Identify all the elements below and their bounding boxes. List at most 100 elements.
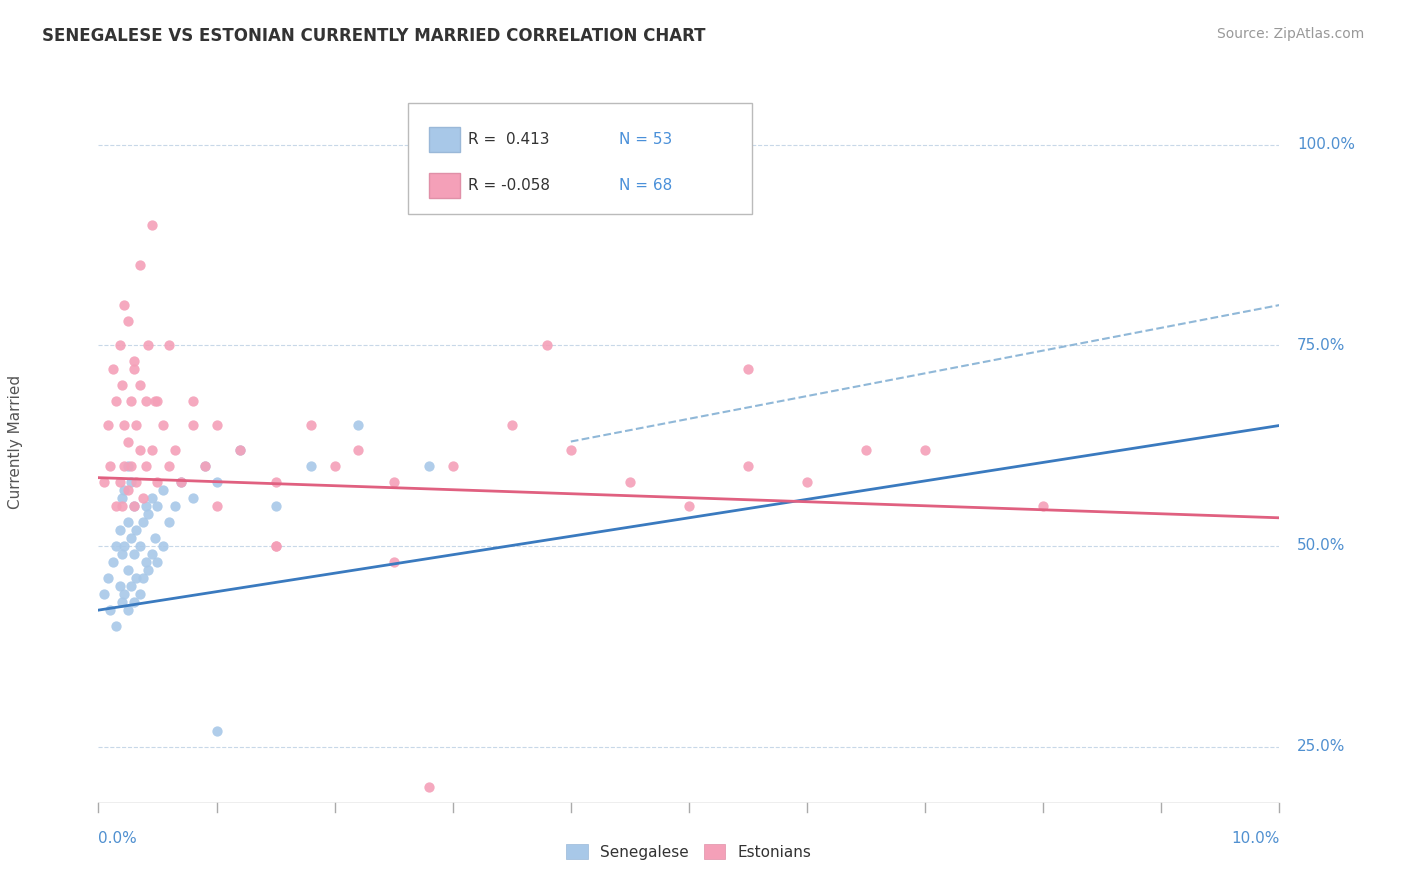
Text: 100.0%: 100.0% bbox=[1298, 137, 1355, 152]
Text: N = 53: N = 53 bbox=[619, 132, 672, 146]
Text: SENEGALESE VS ESTONIAN CURRENTLY MARRIED CORRELATION CHART: SENEGALESE VS ESTONIAN CURRENTLY MARRIED… bbox=[42, 27, 706, 45]
Point bbox=[536, 338, 558, 352]
Point bbox=[136, 507, 159, 521]
Point bbox=[125, 418, 148, 433]
Text: 10.0%: 10.0% bbox=[1232, 831, 1279, 846]
Point bbox=[117, 563, 139, 577]
Point bbox=[678, 499, 700, 513]
Point bbox=[165, 442, 187, 457]
Point bbox=[323, 458, 346, 473]
Text: 75.0%: 75.0% bbox=[1298, 338, 1346, 352]
Point bbox=[128, 378, 150, 392]
Point bbox=[97, 418, 120, 433]
Point bbox=[122, 595, 145, 609]
Point bbox=[128, 587, 150, 601]
Point bbox=[111, 378, 134, 392]
Point bbox=[121, 458, 143, 473]
Point bbox=[117, 434, 139, 449]
Point bbox=[194, 458, 217, 473]
Text: 0.0%: 0.0% bbox=[98, 831, 138, 846]
Point bbox=[170, 475, 193, 489]
Point bbox=[418, 458, 440, 473]
Point bbox=[205, 475, 228, 489]
Point bbox=[135, 499, 157, 513]
Point bbox=[146, 555, 169, 569]
Point bbox=[101, 555, 124, 569]
Point bbox=[914, 442, 936, 457]
Point bbox=[146, 475, 169, 489]
Point bbox=[382, 555, 405, 569]
Point bbox=[165, 499, 187, 513]
Point bbox=[737, 362, 759, 376]
Point bbox=[1091, 844, 1114, 858]
Point bbox=[122, 547, 145, 561]
Point bbox=[111, 595, 134, 609]
Point bbox=[128, 442, 150, 457]
Point bbox=[135, 555, 157, 569]
Point bbox=[796, 475, 818, 489]
Point bbox=[108, 475, 131, 489]
Text: R = -0.058: R = -0.058 bbox=[468, 178, 550, 193]
Point bbox=[135, 458, 157, 473]
Point bbox=[141, 491, 163, 505]
Point bbox=[501, 418, 523, 433]
Point bbox=[117, 515, 139, 529]
Point bbox=[105, 499, 128, 513]
Point bbox=[418, 780, 440, 794]
Point bbox=[229, 442, 252, 457]
Point bbox=[181, 491, 204, 505]
Point bbox=[122, 499, 145, 513]
Point bbox=[128, 258, 150, 272]
Text: R =  0.413: R = 0.413 bbox=[468, 132, 550, 146]
Point bbox=[229, 442, 252, 457]
Point bbox=[93, 587, 115, 601]
Point bbox=[132, 571, 155, 585]
Point bbox=[141, 547, 163, 561]
Point bbox=[122, 354, 145, 368]
Point bbox=[112, 298, 135, 312]
Point bbox=[181, 418, 204, 433]
Point bbox=[146, 394, 169, 409]
Point bbox=[97, 571, 120, 585]
Point bbox=[143, 394, 166, 409]
Point bbox=[122, 362, 145, 376]
Point bbox=[152, 418, 174, 433]
Point bbox=[98, 603, 121, 617]
Point bbox=[264, 539, 287, 553]
Point bbox=[117, 314, 139, 328]
Point bbox=[112, 539, 135, 553]
Point bbox=[146, 499, 169, 513]
Point bbox=[560, 442, 582, 457]
Point bbox=[1032, 499, 1054, 513]
Point bbox=[105, 539, 128, 553]
Point bbox=[117, 603, 139, 617]
Text: N = 68: N = 68 bbox=[619, 178, 672, 193]
Point bbox=[111, 547, 134, 561]
Point bbox=[117, 458, 139, 473]
Text: 25.0%: 25.0% bbox=[1298, 739, 1346, 754]
Point bbox=[121, 394, 143, 409]
Point bbox=[105, 619, 128, 633]
Point bbox=[205, 418, 228, 433]
Point bbox=[121, 475, 143, 489]
Point bbox=[157, 458, 180, 473]
Point bbox=[170, 475, 193, 489]
Point bbox=[122, 499, 145, 513]
Point bbox=[108, 338, 131, 352]
Point bbox=[264, 539, 287, 553]
Point bbox=[157, 338, 180, 352]
Point bbox=[121, 531, 143, 545]
Point bbox=[205, 723, 228, 738]
Point bbox=[105, 394, 128, 409]
Point bbox=[347, 442, 370, 457]
Text: Currently Married: Currently Married bbox=[8, 375, 24, 508]
Point bbox=[299, 458, 322, 473]
Point bbox=[125, 523, 148, 537]
Point bbox=[141, 218, 163, 232]
Point bbox=[141, 442, 163, 457]
Point bbox=[128, 539, 150, 553]
Point bbox=[132, 515, 155, 529]
Point bbox=[98, 458, 121, 473]
Point bbox=[264, 475, 287, 489]
Point bbox=[111, 499, 134, 513]
